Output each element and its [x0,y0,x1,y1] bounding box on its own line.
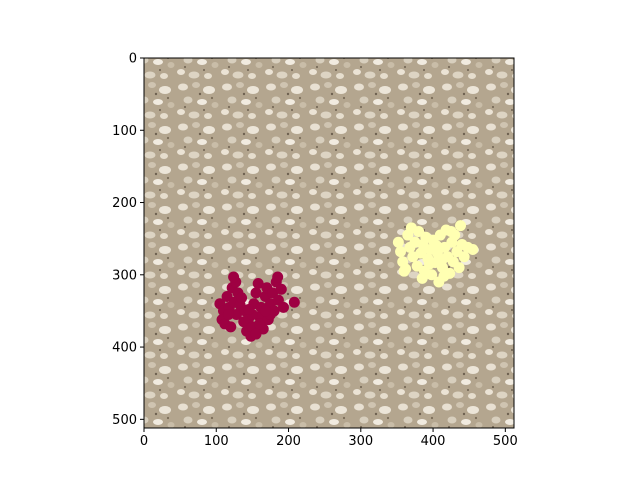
data-point [250,328,262,340]
x-tick-label: 100 [204,434,229,449]
data-point [453,262,465,274]
data-point [467,244,479,256]
data-point [398,265,410,277]
y-tick-label: 0 [129,52,137,67]
series-1 [392,220,479,288]
data-point [455,220,467,232]
data-point [231,309,242,321]
data-point [259,305,271,317]
y-tick-label: 400 [112,341,137,356]
x-tick-label: 200 [276,434,301,449]
data-point [405,222,417,234]
data-point [436,254,448,266]
data-point [416,272,428,284]
y-tick-label: 500 [112,413,137,428]
y-tick-label: 200 [112,196,137,211]
data-point [458,251,470,263]
data-point [254,318,266,330]
data-point [223,309,235,321]
data-point [288,296,300,308]
y-tick-label: 100 [112,124,137,139]
data-point [445,225,457,237]
series-0 [214,271,300,342]
data-point [395,246,407,258]
x-tick-label: 0 [140,434,148,449]
data-point [272,271,284,283]
data-point [277,301,289,313]
data-point [236,292,248,304]
x-tick-label: 500 [493,434,518,449]
data-point [250,287,262,299]
y-tick-label: 300 [112,268,137,283]
data-point [252,277,264,289]
data-point [426,269,438,281]
data-point [225,321,237,333]
data-point [392,236,404,248]
plot-frame [143,57,515,429]
data-point [438,270,450,282]
series-layer [214,220,479,342]
x-tick-label: 400 [421,434,446,449]
data-point [228,271,240,283]
x-tick-label: 300 [348,434,373,449]
data-point [275,283,287,295]
data-point [243,303,255,315]
data-point [431,240,443,252]
data-point [423,258,435,270]
